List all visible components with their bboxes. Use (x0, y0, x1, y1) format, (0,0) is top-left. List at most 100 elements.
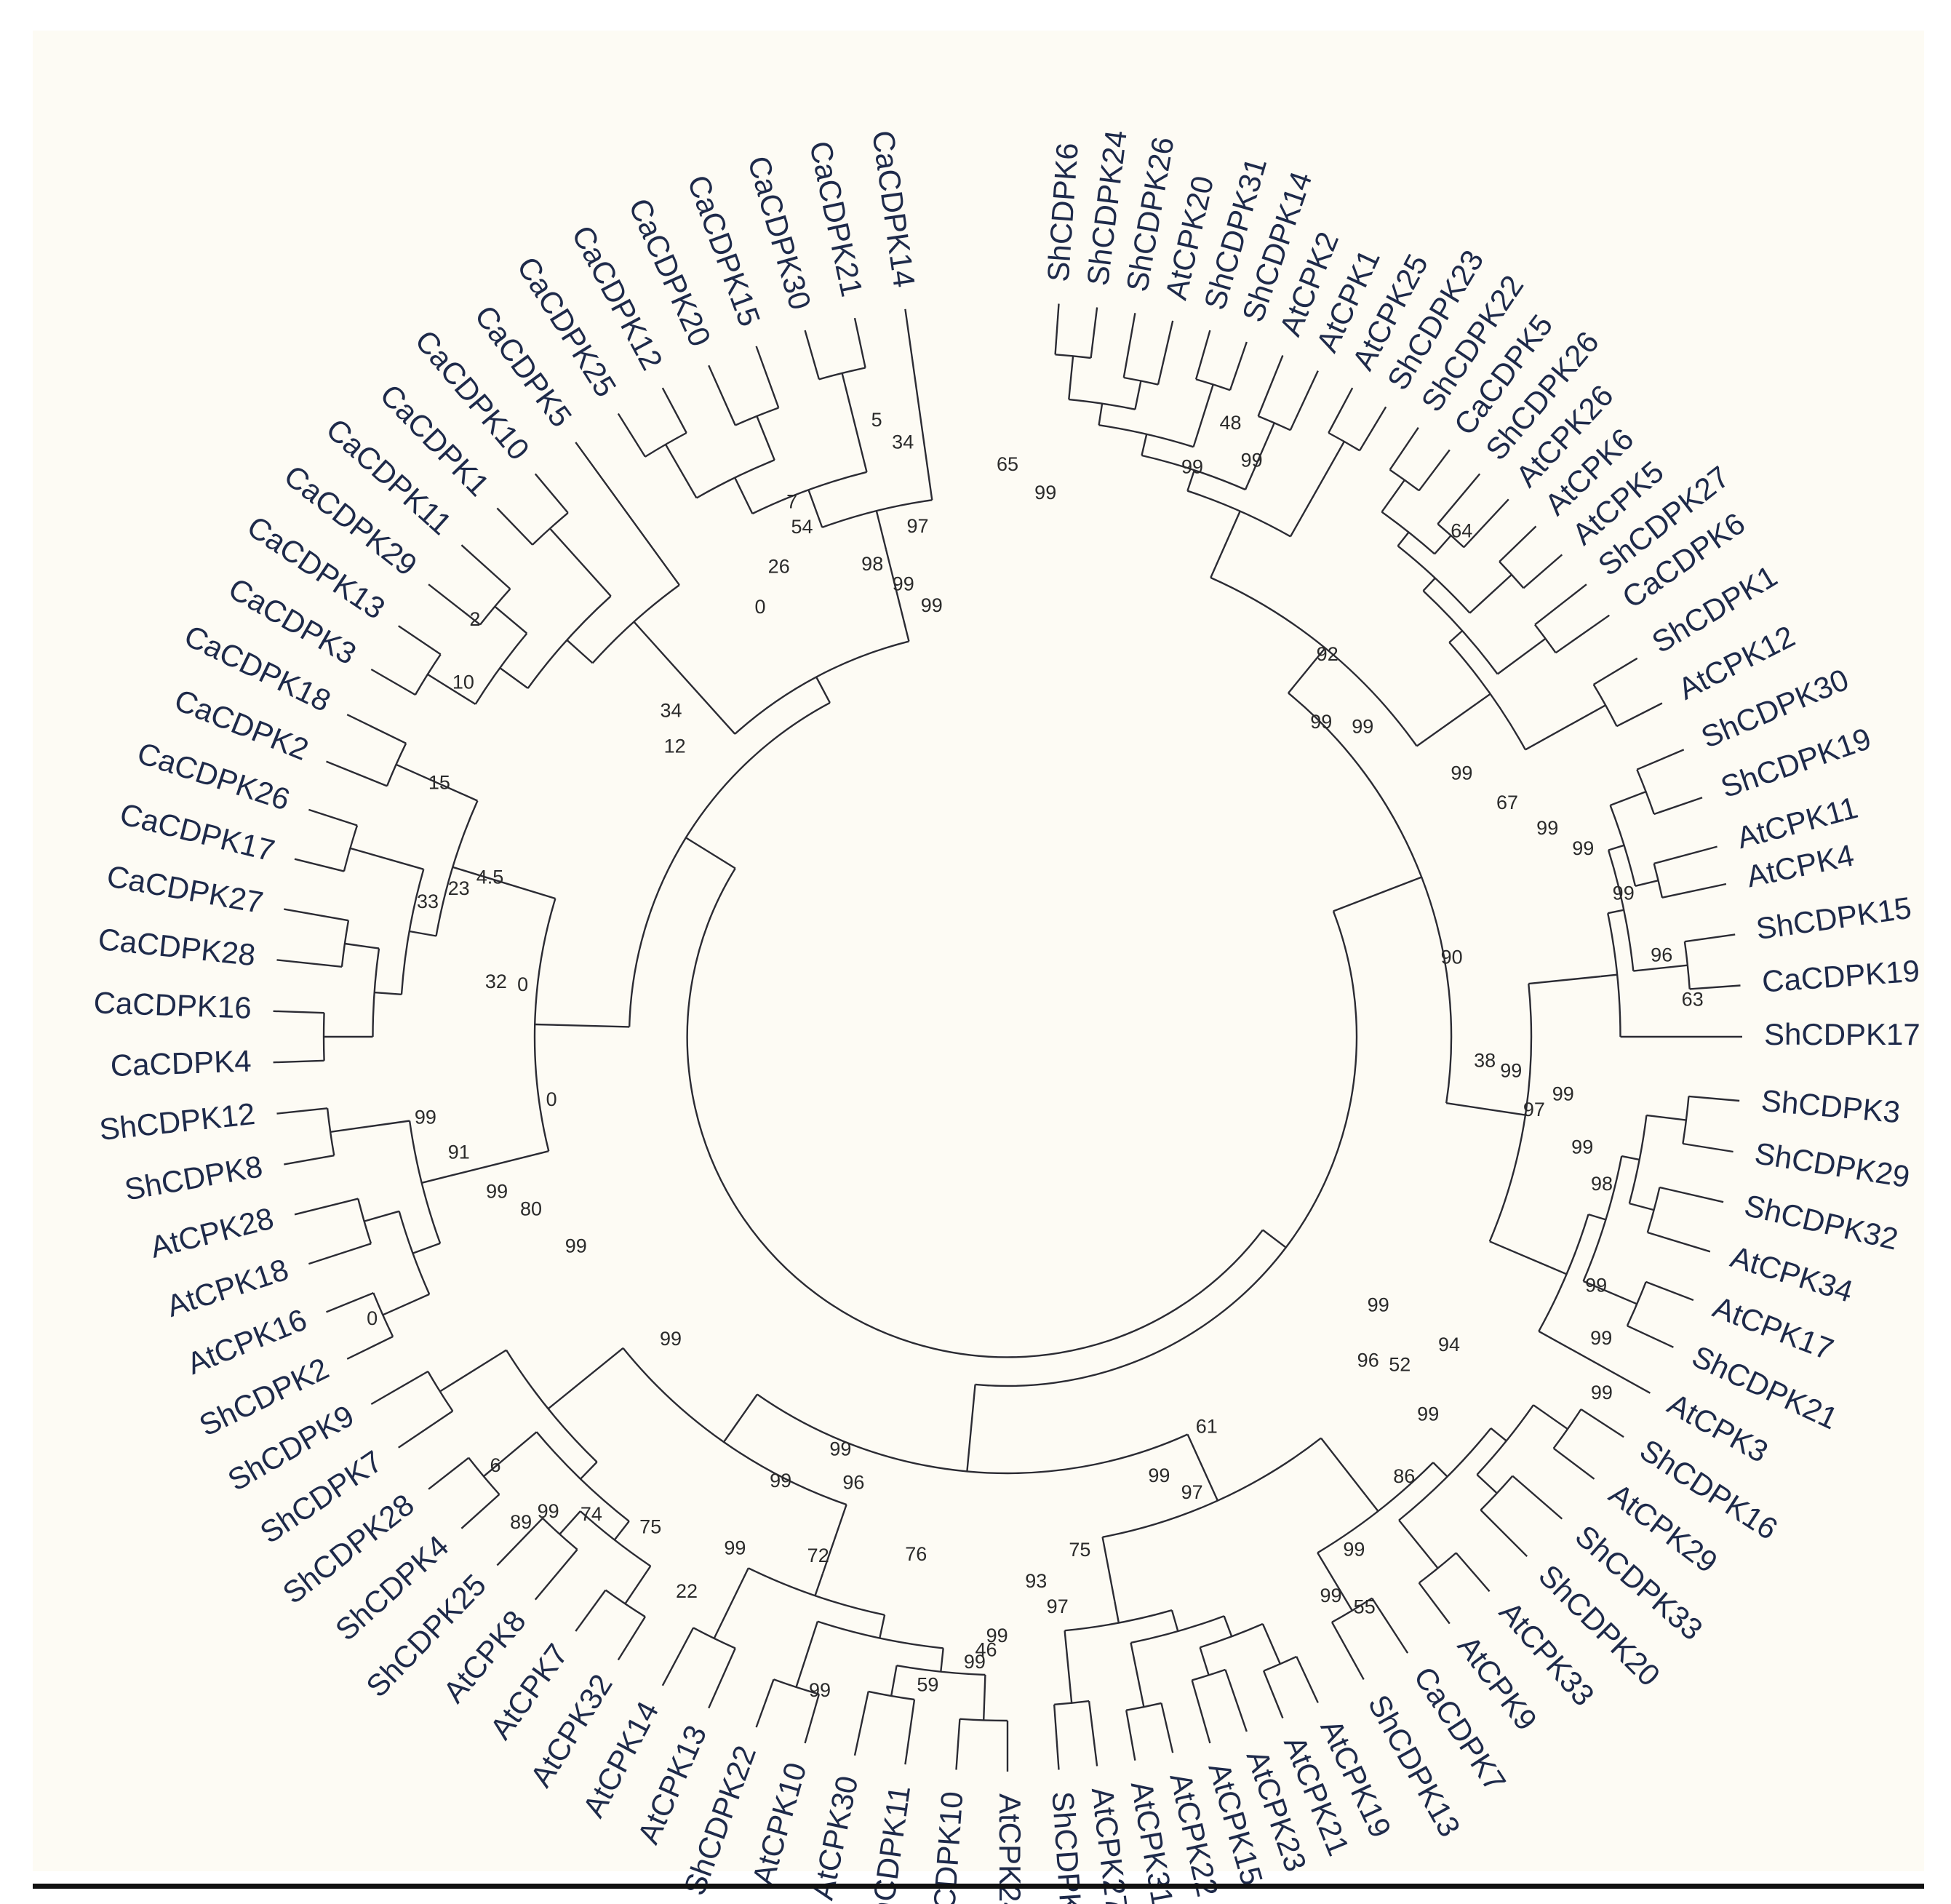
support-value: 6 (490, 1454, 500, 1476)
terminal-branch (1157, 320, 1174, 385)
terminal-branch (308, 1243, 372, 1265)
leaf-label: CaCDPK19 (1761, 954, 1921, 999)
internal-branch (966, 1384, 976, 1472)
terminal-branch (617, 1616, 646, 1661)
support-value: 54 (791, 516, 813, 538)
clade-arc (1331, 1597, 1373, 1623)
clade-arc (1328, 431, 1360, 452)
internal-branch (879, 1614, 886, 1638)
support-value: 98 (1591, 1173, 1613, 1195)
terminal-branch (1296, 1656, 1319, 1703)
support-value: 99 (1552, 1083, 1574, 1104)
internal-branch (483, 1431, 538, 1478)
internal-branch (1223, 1615, 1233, 1637)
terminal-branch (853, 317, 866, 368)
support-value: 97 (1181, 1481, 1203, 1503)
terminal-branch (284, 1155, 335, 1166)
terminal-branch (661, 387, 687, 434)
clade-arc (1381, 511, 1435, 555)
internal-branch (566, 639, 594, 664)
support-value: 99 (1181, 455, 1203, 477)
internal-branch (1098, 403, 1104, 426)
internal-branch (1549, 1266, 1568, 1275)
terminal-branch (273, 1010, 324, 1014)
clade-arc (468, 1457, 500, 1495)
internal-branch (685, 837, 736, 869)
internal-branch (1646, 1114, 1687, 1121)
internal-branch (613, 1521, 630, 1541)
terminal-branch (1125, 1710, 1136, 1761)
support-value: 55 (1354, 1596, 1376, 1617)
internal-branch (1476, 1474, 1498, 1494)
clade-arc (343, 825, 359, 872)
leaf-label: CaCDPK16 (93, 985, 252, 1025)
terminal-branch (294, 858, 345, 872)
leaf-label: ShCDPK29 (1752, 1136, 1912, 1194)
support-value: 86 (1393, 1465, 1415, 1487)
clade-arc (535, 1431, 630, 1522)
terminal-branch (284, 908, 349, 922)
support-value: 52 (1389, 1354, 1411, 1376)
terminal-branch (1122, 313, 1136, 378)
internal-branch (1199, 1646, 1210, 1676)
terminal-branch (1054, 303, 1060, 355)
terminal-branch (276, 959, 343, 968)
internal-branch (1588, 1213, 1606, 1221)
branch-layer (273, 303, 1742, 1772)
internal-branch (478, 874, 556, 900)
internal-branch (821, 1504, 847, 1574)
clade-arc (1397, 545, 1471, 614)
terminal-branch (1645, 1280, 1694, 1302)
internal-branch (841, 373, 868, 473)
terminal-branch (1512, 1475, 1563, 1520)
terminal-branch (460, 544, 511, 590)
terminal-branch (398, 1410, 453, 1449)
support-value: 59 (917, 1673, 938, 1695)
clade-arc (400, 869, 425, 995)
support-value: 99 (565, 1235, 587, 1256)
terminal-branch (534, 1549, 578, 1601)
internal-branch (1533, 1404, 1568, 1430)
clade-arc (1192, 1668, 1226, 1681)
internal-branch (412, 1242, 441, 1254)
internal-branch (624, 1565, 652, 1604)
leaf-label: ShCDPK3 (1760, 1083, 1902, 1130)
clade-arc (1480, 1475, 1514, 1511)
internal-branch (1064, 1630, 1073, 1703)
internal-branch (1068, 356, 1074, 400)
clade-arc (1123, 376, 1159, 386)
terminal-branch (904, 1699, 916, 1765)
support-value: 2 (469, 608, 480, 630)
internal-branch (983, 1674, 986, 1721)
internal-branch (815, 676, 831, 704)
terminal-branch (1328, 387, 1354, 434)
internal-branch (1141, 434, 1148, 456)
leaf-label: AtCPK28 (147, 1200, 277, 1264)
leaf-label: ShCDPK8 (122, 1149, 266, 1207)
terminal-branch (326, 760, 388, 787)
internal-branch (396, 763, 478, 802)
terminal-branch (294, 1198, 359, 1216)
clade-arc (1098, 424, 1194, 448)
terminal-branch (1371, 1597, 1409, 1654)
terminal-branch (370, 1370, 428, 1406)
internal-branch (535, 1023, 630, 1028)
terminal-branch (1418, 449, 1451, 492)
terminal-branch (1499, 525, 1537, 562)
terminal-branch (1229, 341, 1248, 391)
support-value: 67 (1496, 792, 1518, 813)
support-value: 38 (1474, 1050, 1496, 1072)
terminal-branch (1289, 370, 1319, 431)
clade-arc (622, 1347, 847, 1506)
internal-branch (1262, 1229, 1287, 1248)
support-value: 99 (770, 1470, 791, 1491)
leaf-label: AtCPK10 (746, 1758, 813, 1889)
internal-branch (566, 1347, 624, 1395)
internal-branch (382, 1293, 430, 1316)
terminal-branch (617, 413, 646, 458)
terminal-branch (1653, 845, 1717, 865)
internal-branch (1381, 479, 1405, 513)
support-value: 99 (1320, 1585, 1341, 1606)
